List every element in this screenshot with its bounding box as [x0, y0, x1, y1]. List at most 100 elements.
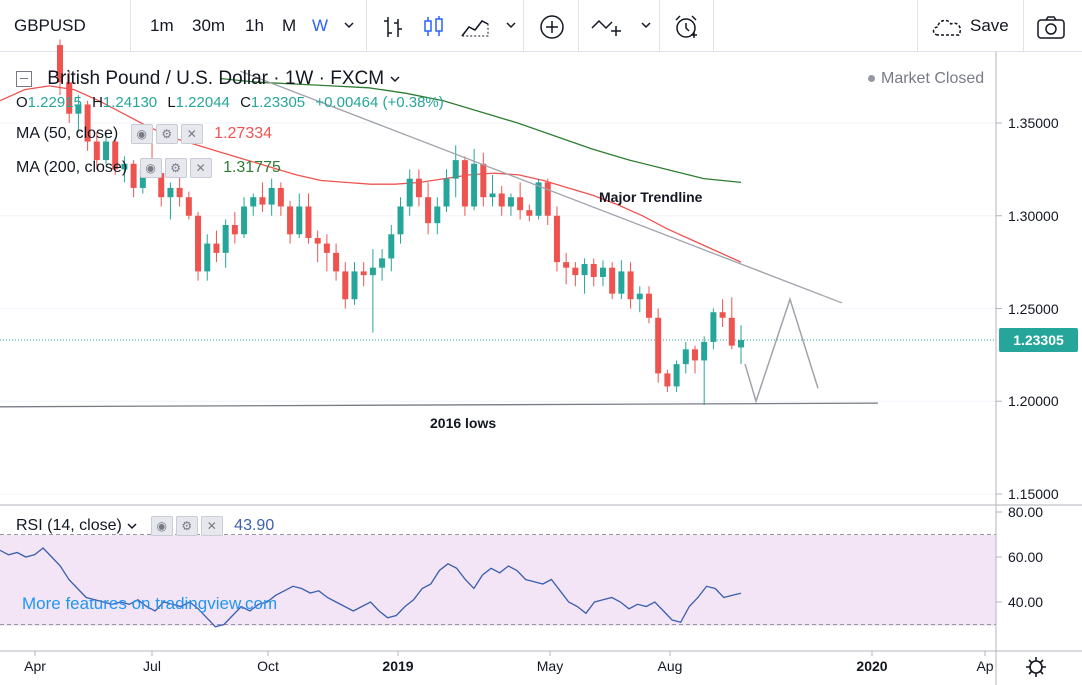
candle-down [563, 262, 570, 268]
rsi-value: 43.90 [234, 517, 275, 535]
high-label: H [92, 94, 103, 111]
candle-up [673, 364, 680, 387]
candle-up [222, 225, 229, 253]
settings-gear-icon[interactable] [1026, 657, 1046, 677]
candle-up [121, 163, 128, 170]
eye-icon[interactable]: ◉ [139, 158, 162, 178]
rsi-legend[interactable]: RSI (14, close) ◉ ⚙ ✕ 43.90 [16, 516, 274, 536]
interval-1h-button[interactable]: 1h [245, 16, 264, 35]
support-line-2016-lows [0, 402, 879, 408]
rsi-tick-label: 80.00 [1008, 504, 1044, 520]
chevron-down-icon[interactable] [640, 8, 652, 44]
gear-icon[interactable]: ⚙ [155, 124, 178, 144]
open-label: O [16, 94, 28, 111]
drawing-tool-icon[interactable] [590, 8, 624, 44]
save-button[interactable]: Save [970, 16, 1009, 35]
toolbar-divider [578, 0, 579, 52]
market-status: Market Closed [868, 70, 984, 88]
candle-up [139, 169, 146, 188]
close-icon[interactable]: ✕ [189, 158, 212, 178]
low-value: 1.22044 [175, 94, 230, 111]
ma200-label: MA (200, close) [16, 159, 128, 177]
price-tick-label: 1.35000 [1008, 115, 1059, 131]
candles-icon[interactable] [422, 8, 446, 44]
price-tick-label: 1.15000 [1008, 486, 1059, 502]
toolbar-divider [130, 0, 131, 52]
high-value: 1.24130 [102, 94, 158, 111]
ma200-legend[interactable]: MA (200, close) ◉ ⚙ ✕ 1.31775 [16, 158, 281, 178]
candle-up [507, 197, 514, 207]
candle-down [287, 206, 294, 235]
toolbar-divider [659, 0, 660, 52]
bar-chart-icon[interactable] [382, 8, 406, 44]
cloud-save-icon[interactable] [930, 8, 966, 44]
candle-down [517, 197, 524, 211]
market-status-text: Market Closed [881, 70, 985, 87]
collapse-legend-icon[interactable] [16, 70, 32, 87]
close-label: C [240, 94, 251, 111]
candle-down [415, 178, 422, 198]
candle-down [728, 317, 735, 346]
candle-down [314, 238, 321, 244]
eye-icon[interactable]: ◉ [130, 124, 153, 144]
candle-down [195, 215, 202, 272]
camera-icon[interactable] [1036, 8, 1066, 44]
price-tick-label: 1.25000 [1008, 300, 1059, 317]
chevron-down-icon[interactable] [389, 73, 401, 85]
candle-up [738, 340, 744, 348]
candle-down [425, 197, 432, 224]
candle-down [84, 104, 91, 142]
price-tick-label: 1.30000 [1008, 207, 1059, 224]
interval-30m-button[interactable]: 30m [192, 16, 226, 35]
interval-1m-button[interactable]: 1m [150, 16, 174, 35]
area-chart-icon[interactable] [460, 8, 490, 44]
alert-clock-icon[interactable] [672, 8, 702, 44]
candle-down [498, 193, 505, 207]
time-tick-label: Jul [143, 658, 161, 674]
candle-up [241, 206, 248, 235]
toolbar-divider [366, 0, 367, 52]
rsi-line [0, 547, 742, 628]
top-toolbar: GBPUSD 1m 30m 1h M W Save [0, 0, 1082, 52]
last-price-tag: 1.23305 [999, 328, 1078, 352]
candle-up [369, 267, 376, 276]
trendline-label: Major Trendline [599, 189, 703, 205]
candle-down [627, 271, 634, 300]
lows-label: 2016 lows [430, 415, 497, 431]
candle-down [333, 252, 340, 272]
rsi-tick-label: 40.00 [1008, 594, 1044, 610]
gear-icon[interactable]: ⚙ [175, 516, 198, 536]
candle-down [360, 271, 367, 276]
change-value: +0.00464 (+0.38%) [315, 94, 444, 111]
add-indicator-icon[interactable] [538, 8, 566, 44]
candle-up [701, 341, 708, 361]
close-icon[interactable]: ✕ [180, 124, 203, 144]
watermark-link[interactable]: More features on tradingview.com [22, 594, 278, 613]
interval-month-button[interactable]: M [282, 16, 297, 35]
eye-icon[interactable]: ◉ [150, 516, 173, 536]
rsi-band [0, 535, 996, 626]
candle-up [618, 271, 625, 294]
candle-down [112, 141, 119, 170]
chevron-down-icon[interactable] [343, 8, 355, 44]
chevron-down-icon[interactable] [126, 520, 138, 532]
ma50-legend[interactable]: MA (50, close) ◉ ⚙ ✕ 1.27334 [16, 124, 272, 144]
candle-up [351, 271, 358, 300]
symbol-search[interactable]: GBPUSD [14, 16, 86, 35]
candle-up [397, 206, 404, 235]
toolbar-divider [713, 0, 714, 52]
chevron-down-icon[interactable] [505, 8, 517, 44]
gear-icon[interactable]: ⚙ [164, 158, 187, 178]
interval-week-button[interactable]: W [312, 16, 329, 35]
candle-up [599, 267, 606, 277]
candle-up [250, 197, 257, 207]
time-tick-label: Ap [976, 658, 994, 674]
close-icon[interactable]: ✕ [200, 516, 223, 536]
ma200-value: 1.31775 [223, 159, 281, 177]
rsi-tick-label: 60.00 [1008, 549, 1044, 565]
candle-down [572, 267, 579, 276]
time-tick-label: 2020 [856, 658, 888, 674]
candle-down [655, 317, 662, 374]
candle-up [581, 263, 588, 276]
